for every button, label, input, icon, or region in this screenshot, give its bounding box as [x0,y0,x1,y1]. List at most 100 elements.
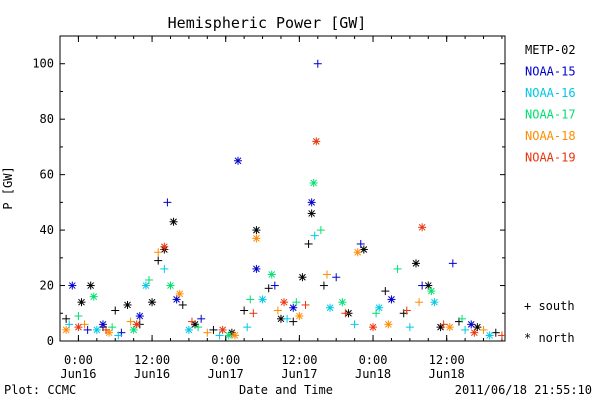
north-marker [369,323,378,332]
y-tick-label: 0 [47,334,54,348]
north-marker [184,325,193,334]
marker-stroke [299,273,306,281]
x-tick-sublabel: Jun18 [355,367,391,381]
south-marker [319,281,328,290]
north-marker [326,303,335,312]
x-tick-sublabel: Jun17 [208,367,244,381]
marker-stroke [253,265,260,273]
south-marker [111,306,120,315]
series-legend: METP-02 NOAA-15 NOAA-16 NOAA-17 NOAA-18 NOAA-… [525,43,576,165]
south-marker [264,284,273,293]
y-tick-label: 20 [40,279,54,293]
marker-stroke [176,290,184,298]
south-marker [74,312,83,321]
marker-stroke [99,321,107,328]
marker-stroke [253,226,260,234]
plot-frame [59,35,506,342]
north-marker [387,295,396,304]
south-marker [209,325,218,334]
marker-stroke [234,157,242,165]
marker-stroke [369,323,377,331]
south-marker [203,328,212,337]
north-marker [169,217,178,226]
x-tick-label: 0:00 [64,353,93,367]
marker-stroke [338,298,346,306]
y-axis-label: P [GW] [1,166,15,209]
south-marker [178,300,187,309]
north-marker [175,289,184,298]
north-marker [353,248,362,257]
marker-stroke [326,304,334,312]
south-marker [289,317,298,326]
north-marker [252,234,261,243]
north-marker [445,323,454,332]
south-marker [313,59,322,68]
north-marker [276,314,285,323]
south-marker [439,320,448,329]
marker-stroke [427,287,435,295]
marker-stroke [170,218,177,226]
y-tick-label: 80 [40,112,54,126]
north-marker [252,264,261,273]
marker-stroke [289,304,297,312]
legend-entry: NOAA-18 [525,129,576,143]
south-marker [458,314,467,323]
south-marker [372,309,381,318]
marker-stroke [470,329,478,337]
x-axis-label: Date and Time [239,383,333,397]
north-marker [89,292,98,301]
north-marker [62,325,71,334]
south-marker [283,314,292,323]
marker-stroke [253,235,260,242]
south-marker [80,320,89,329]
footer-source: Plot: CCMC [4,383,76,397]
marker-stroke [105,329,113,337]
north-marker [470,328,479,337]
south-marker [292,298,301,307]
north-marker [427,287,436,296]
south-marker [341,309,350,318]
north-marker [412,259,420,268]
marker-stroke [385,321,392,328]
marker-stroke [280,298,288,306]
x-tick-sublabel: Jun18 [429,367,465,381]
north-marker [148,298,157,307]
north-marker [418,223,427,232]
north-marker [485,331,494,340]
south-marker [332,273,341,282]
marker-stroke [259,296,266,303]
marker-stroke [136,312,144,320]
north-marker [467,320,476,329]
north-marker [135,312,144,321]
marker-stroke [424,282,432,289]
south-marker [160,264,169,273]
south-marker [273,306,282,315]
north-marker [132,320,141,329]
south-marker [249,309,258,318]
north-marker [172,295,181,304]
y-tick-label: 100 [32,57,54,71]
north-marker [86,281,95,290]
north-marker [280,298,289,307]
south-marker [194,323,203,332]
south-marker [301,300,310,309]
north-marker [359,245,368,254]
marker-stroke [418,223,426,231]
marker-stroke [446,323,454,331]
marker-stroke [78,298,85,306]
north-marker [98,320,107,329]
south-marker [102,325,111,334]
south-marker [479,325,488,334]
marker-stroke [388,296,395,303]
south-marker [154,248,163,257]
marker-stroke [87,282,95,289]
marker-stroke [474,323,481,331]
south-marker [240,306,249,315]
marker-stroke [467,321,475,328]
south-marker [163,198,172,207]
south-marker [197,314,206,323]
footer-timestamp: 2011/06/18 21:55:10 [455,383,592,397]
marker-stroke [268,271,276,278]
north-marker [307,209,316,218]
marker-stroke [277,315,285,323]
